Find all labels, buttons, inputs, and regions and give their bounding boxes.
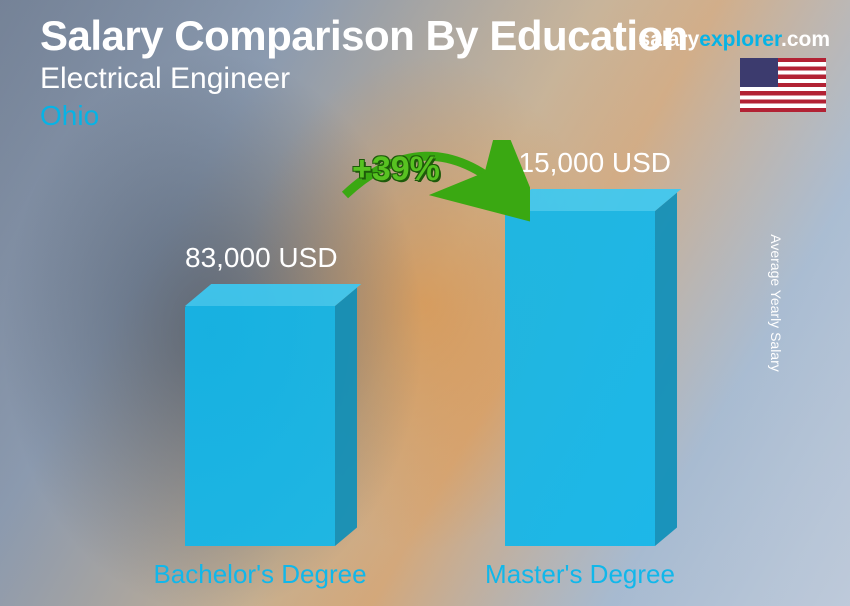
bar-category-label: Bachelor's Degree xyxy=(145,559,375,590)
bar-side xyxy=(655,193,677,546)
bar-value-label: 83,000 USD xyxy=(185,242,335,274)
brand-logo: salaryexplorer.com xyxy=(639,28,830,52)
bar-1: 115,000 USDMaster's Degree xyxy=(505,189,677,546)
brand-mid: explorer xyxy=(699,28,781,51)
brand-suffix: .com xyxy=(781,28,830,51)
bar-top xyxy=(185,284,361,306)
location-label: Ohio xyxy=(40,100,830,132)
bar-front xyxy=(505,211,655,546)
y-axis-label: Average Yearly Salary xyxy=(767,234,783,372)
us-flag-icon xyxy=(740,58,826,112)
bar-side xyxy=(335,288,357,546)
bar-category-label: Master's Degree xyxy=(465,559,695,590)
brand-prefix: salary xyxy=(639,28,700,51)
job-title: Electrical Engineer xyxy=(40,62,830,96)
bar-0: 83,000 USDBachelor's Degree xyxy=(185,284,357,546)
increase-percentage: +39% xyxy=(352,150,440,189)
bar-front xyxy=(185,306,335,546)
bar-top xyxy=(505,189,681,211)
